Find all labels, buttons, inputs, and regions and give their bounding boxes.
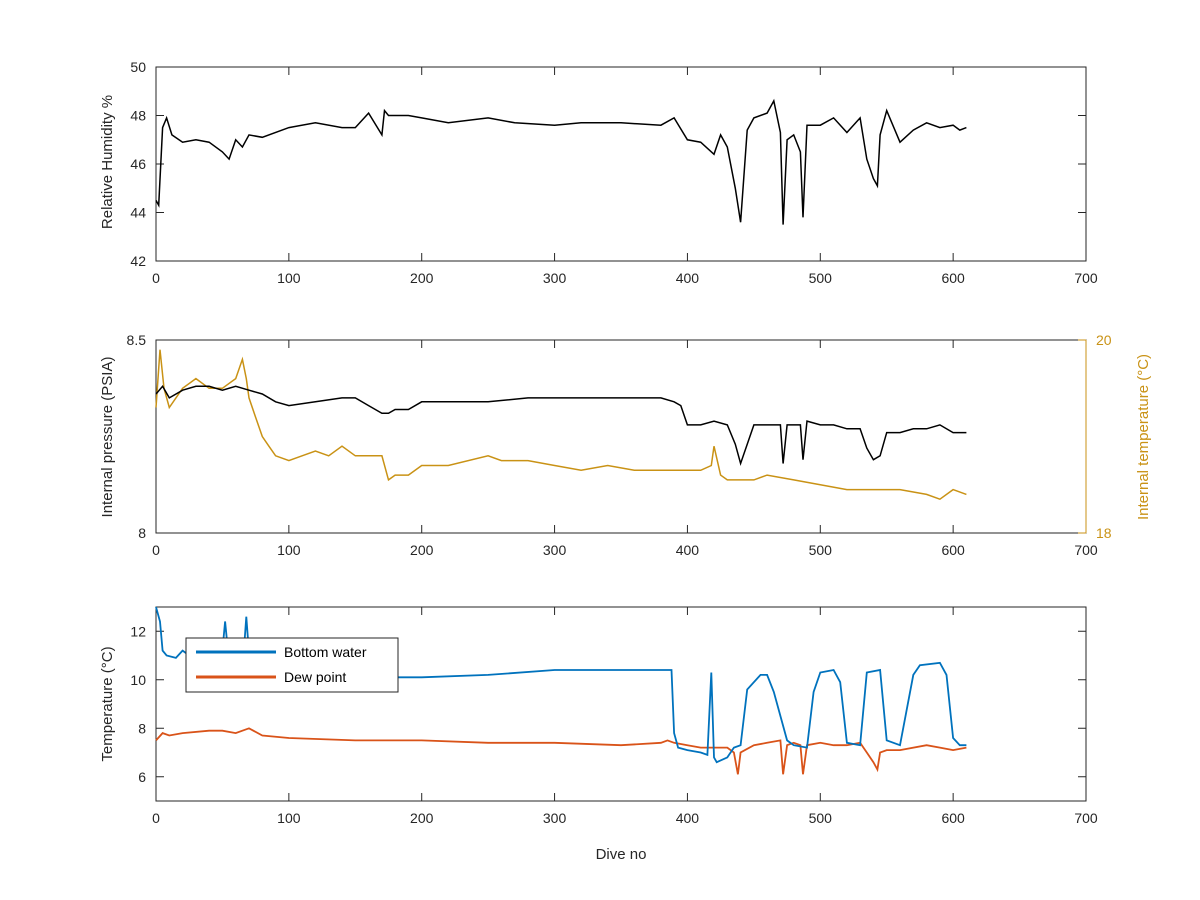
temperature-x-axis-label: Dive no xyxy=(596,846,647,863)
legend: Bottom water Dew point xyxy=(185,637,399,693)
x-tick-label: 0 xyxy=(152,810,160,826)
x-tick-label: 300 xyxy=(543,810,567,826)
x-tick-label: 300 xyxy=(543,270,567,286)
y-tick-label: 8.5 xyxy=(127,332,147,348)
x-tick-label: 100 xyxy=(277,810,301,826)
x-tick-label: 100 xyxy=(277,270,301,286)
x-tick-label: 500 xyxy=(809,270,833,286)
bottom-water-line xyxy=(155,606,967,764)
plot-frame xyxy=(155,339,1087,534)
temperature-y-axis-label: Temperature (°C) xyxy=(99,646,116,761)
humidity-y-axis-label: Relative Humidity % xyxy=(99,95,116,229)
y-tick-label: 48 xyxy=(130,108,146,124)
humidity-panel: 0 100 200 300 400 500 600 700 42 44 46 48 50 Relativ… xyxy=(99,59,1098,286)
y-tick-label: 8 xyxy=(138,720,146,736)
plot-frame xyxy=(155,606,1087,802)
x-tick-label: 400 xyxy=(676,810,700,826)
x-tick-label: 400 xyxy=(676,270,700,286)
legend-label-dew-point: Dew point xyxy=(284,669,346,685)
x-tick-label: 400 xyxy=(676,542,700,558)
x-tick-label: 0 xyxy=(152,542,160,558)
temperature-panel: 0 100 200 300 400 500 600 700 6 8 10 12 Temperature… xyxy=(99,606,1098,863)
internal-pressure-line xyxy=(155,385,967,467)
x-tick-label: 200 xyxy=(410,270,434,286)
y-tick-label-right: 20 xyxy=(1096,332,1112,348)
y-tick-label: 12 xyxy=(130,623,146,639)
legend-box xyxy=(185,637,399,693)
x-tick-label: 100 xyxy=(277,542,301,558)
x-tick-label: 700 xyxy=(1074,542,1098,558)
internal-temperature-y-axis-label: Internal temperature (°C) xyxy=(1135,354,1152,520)
pressure-panel: 0 100 200 300 400 500 600 700 8 8.5 18 20 Internal … xyxy=(99,332,1152,558)
x-tick-label: 0 xyxy=(152,270,160,286)
y-tick-label-right: 18 xyxy=(1096,525,1112,541)
x-tick-label: 500 xyxy=(809,810,833,826)
humidity-line xyxy=(155,98,967,225)
x-tick-label: 600 xyxy=(941,270,965,286)
x-tick-label: 300 xyxy=(543,542,567,558)
plot-frame xyxy=(155,66,1087,262)
pressure-axes: 0 100 200 300 400 500 600 700 8 8.5 18 20 xyxy=(127,332,1112,558)
y-tick-label: 10 xyxy=(130,672,146,688)
temperature-axes: 0 100 200 300 400 500 600 700 6 8 10 12 xyxy=(130,606,1098,826)
x-tick-label: 200 xyxy=(410,542,434,558)
x-tick-label: 200 xyxy=(410,810,434,826)
internal-temperature-line xyxy=(155,349,967,501)
y-tick-label: 42 xyxy=(130,253,146,269)
y-tick-label: 46 xyxy=(130,156,146,172)
x-tick-label: 600 xyxy=(941,810,965,826)
x-tick-label: 700 xyxy=(1074,270,1098,286)
y-tick-label: 50 xyxy=(130,59,146,75)
x-tick-label: 600 xyxy=(941,542,965,558)
y-tick-label: 6 xyxy=(138,769,146,785)
x-tick-label: 700 xyxy=(1074,810,1098,826)
dew-point-line xyxy=(155,727,967,775)
legend-label-bottom-water: Bottom water xyxy=(284,644,367,660)
x-tick-label: 500 xyxy=(809,542,833,558)
y-tick-label: 8 xyxy=(138,525,146,541)
pressure-y-axis-label: Internal pressure (PSIA) xyxy=(99,357,116,518)
y-tick-label: 44 xyxy=(130,205,146,221)
humidity-axes: 0 100 200 300 400 500 600 700 42 44 46 48 50 xyxy=(130,59,1097,286)
